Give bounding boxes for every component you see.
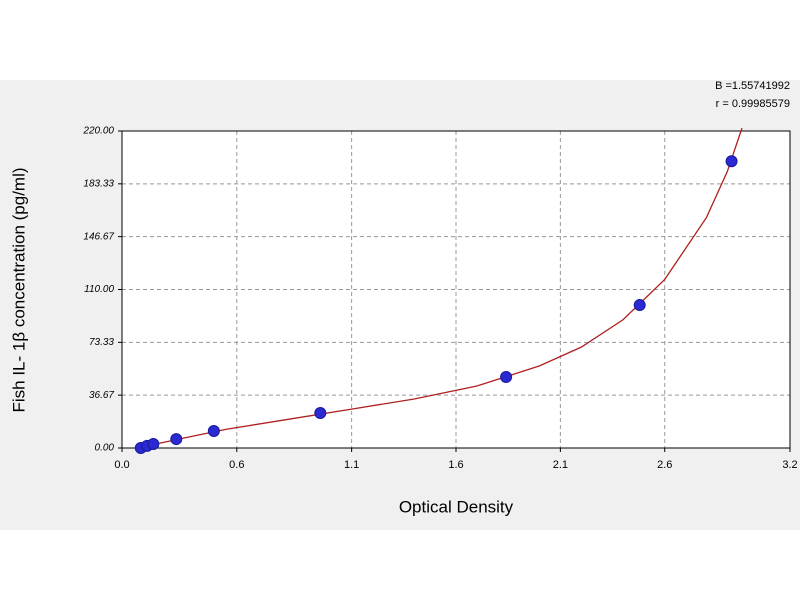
y-tick-label: 110.00	[84, 284, 114, 295]
x-tick-label: 2.1	[553, 459, 568, 471]
x-tick-label: 2.6	[657, 459, 672, 471]
annotation: r = 0.99985579	[716, 98, 790, 110]
data-point	[207, 424, 220, 437]
y-tick-label: 73.33	[89, 337, 114, 348]
x-tick-label: 0.6	[229, 459, 244, 471]
data-point	[147, 437, 160, 450]
x-tick-label: 1.6	[448, 459, 463, 471]
y-axis-label: Fish IL- 1β concentration (pg/ml)	[9, 167, 28, 412]
data-point	[170, 433, 183, 446]
x-tick-label: 3.2	[782, 459, 797, 471]
y-tick-label: 36.67	[89, 390, 114, 401]
plot-border	[121, 130, 791, 449]
y-tick-label: 183.33	[83, 178, 114, 189]
x-tick-label: 0.0	[114, 459, 129, 471]
x-tick-label: 1.1	[344, 459, 359, 471]
y-tick-label: 0.00	[95, 443, 115, 454]
y-tick-label: 146.67	[83, 231, 114, 242]
data-point	[725, 155, 738, 168]
y-tick-label: 220.00	[82, 126, 114, 137]
data-point	[314, 406, 327, 419]
annotation: B =1.55741992	[715, 80, 790, 92]
data-point	[500, 370, 513, 383]
data-point	[633, 299, 646, 312]
x-axis-label: Optical Density	[399, 497, 514, 516]
